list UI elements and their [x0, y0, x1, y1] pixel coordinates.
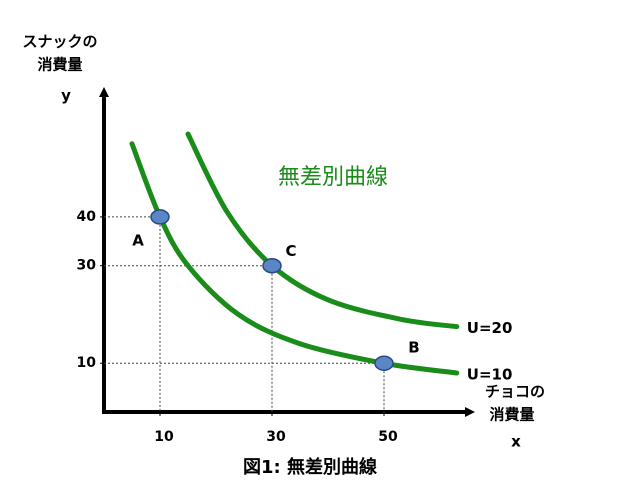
y-tick-label: 30: [77, 258, 97, 274]
y-tick-label: 40: [77, 209, 97, 225]
point-label: B: [408, 339, 419, 357]
legend-label: U=20: [467, 319, 513, 337]
legend-label: U=10: [467, 365, 513, 383]
guide-line: [104, 265, 273, 412]
y-axis-name: y: [61, 87, 71, 105]
x-axis-label: 消費量: [489, 406, 534, 424]
x-tick-label: 50: [378, 429, 398, 445]
point-label: C: [285, 242, 296, 260]
point: [262, 257, 282, 274]
y-axis-label: 消費量: [37, 56, 82, 74]
x-axis-name: x: [511, 433, 521, 451]
annotation: 無差別曲線: [278, 165, 388, 190]
point: [374, 355, 394, 371]
y-tick-label: 10: [77, 355, 97, 371]
guide-line: [104, 362, 385, 412]
x-tick-label: 10: [154, 429, 174, 445]
curve: [185, 131, 460, 330]
y-axis-label: スナックの: [22, 33, 97, 51]
x-tick-label: 30: [266, 429, 286, 445]
chart-title: 図1: 無差別曲線: [243, 456, 377, 478]
point: [150, 209, 170, 225]
point-label: A: [132, 231, 144, 249]
x-axis-label: チョコの: [485, 383, 545, 401]
